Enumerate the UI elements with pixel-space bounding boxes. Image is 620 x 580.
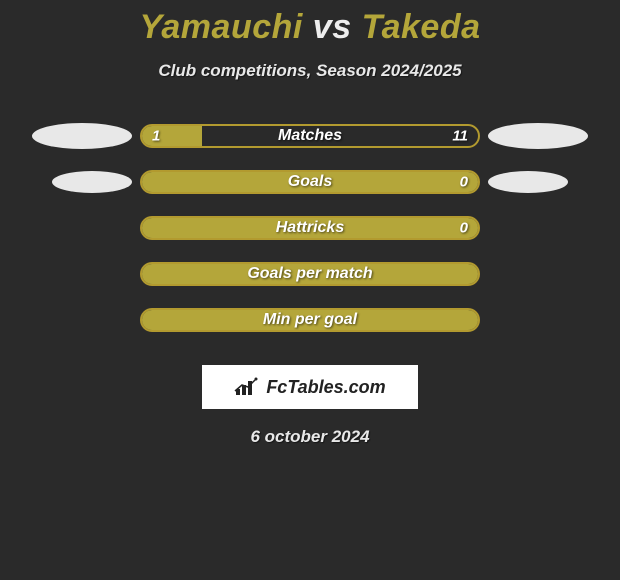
chart-icon (234, 377, 262, 397)
branding-text: FcTables.com (266, 377, 385, 398)
stat-row: 111Matches (0, 113, 620, 159)
stat-bar: Min per goal (140, 308, 480, 332)
date-text: 6 october 2024 (0, 427, 620, 447)
player1-name: Yamauchi (139, 8, 302, 46)
stat-bar: Goals per match (140, 262, 480, 286)
comparison-widget: Yamauchi vs Takeda Club competitions, Se… (0, 0, 620, 447)
branding-box[interactable]: FcTables.com (202, 365, 418, 409)
stat-value-right: 0 (460, 220, 468, 237)
subtitle: Club competitions, Season 2024/2025 (0, 61, 620, 81)
branding-inner: FcTables.com (234, 377, 385, 398)
stat-row: 0Goals (0, 159, 620, 205)
player2-name: Takeda (362, 8, 481, 46)
stat-bar: 0Hattricks (140, 216, 480, 240)
stat-row: Goals per match (0, 251, 620, 297)
stat-value-right: 11 (452, 128, 468, 145)
title: Yamauchi vs Takeda (0, 8, 620, 47)
player2-avatar (488, 123, 588, 149)
player1-avatar (52, 171, 132, 193)
stat-row: 0Hattricks (0, 205, 620, 251)
bar-fill-full (142, 264, 478, 284)
stats-chart: 111Matches0Goals0HattricksGoals per matc… (0, 113, 620, 343)
stat-value-left: 1 (152, 128, 160, 145)
bar-fill-full (142, 172, 478, 192)
player1-avatar (32, 123, 132, 149)
vs-text: vs (313, 8, 352, 46)
bar-fill-full (142, 218, 478, 238)
bar-fill-full (142, 310, 478, 330)
stat-row: Min per goal (0, 297, 620, 343)
player2-avatar (488, 171, 568, 193)
stat-bar: 111Matches (140, 124, 480, 148)
stat-value-right: 0 (460, 174, 468, 191)
stat-bar: 0Goals (140, 170, 480, 194)
